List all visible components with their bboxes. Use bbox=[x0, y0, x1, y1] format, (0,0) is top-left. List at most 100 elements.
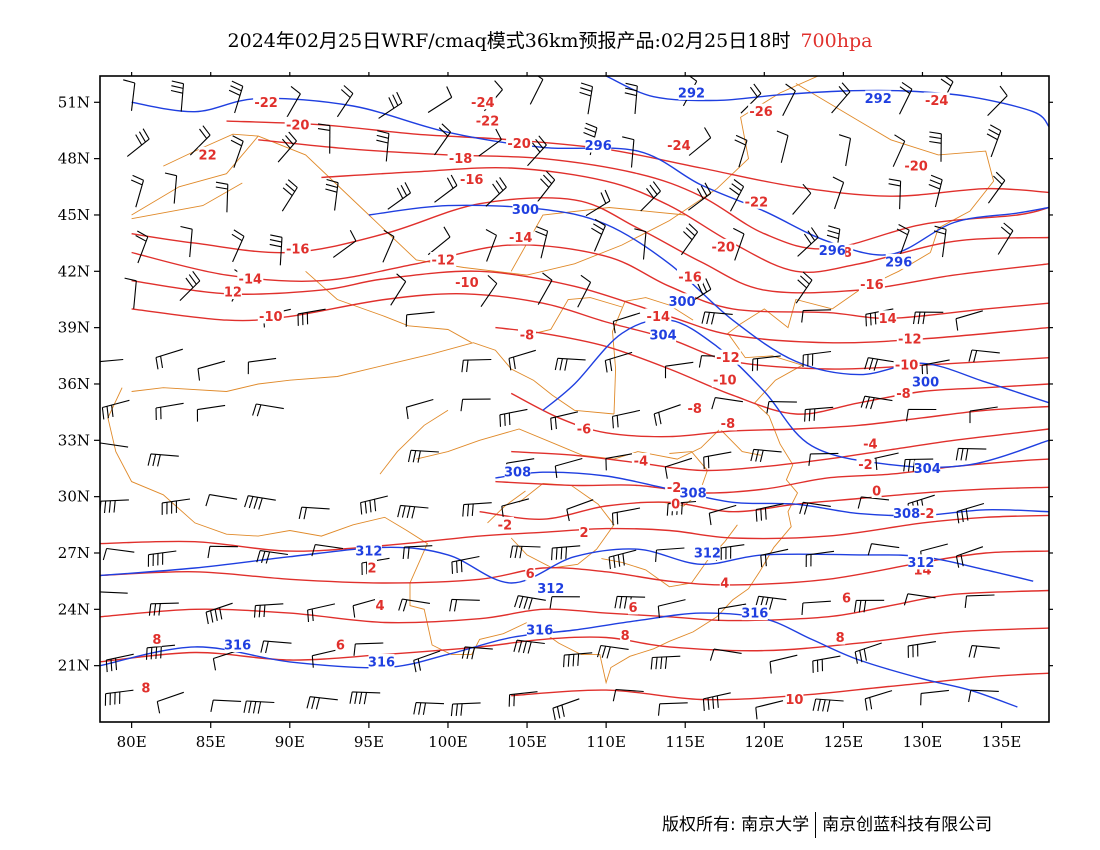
wind-barb bbox=[378, 91, 403, 119]
wind-barb bbox=[551, 545, 581, 561]
boundary-line bbox=[107, 387, 582, 655]
temperature-contour bbox=[511, 672, 1049, 701]
wind-barb bbox=[867, 543, 900, 556]
wind-barb bbox=[955, 447, 987, 461]
wind-barb bbox=[253, 603, 284, 618]
wind-barb bbox=[708, 504, 737, 526]
contour-label-bg bbox=[284, 116, 311, 132]
height-contour-label: 312 bbox=[907, 556, 934, 571]
wind-barb bbox=[123, 79, 136, 111]
wind-barb bbox=[155, 402, 184, 421]
wind-barb bbox=[624, 82, 638, 114]
temperature-contour-label: 6 bbox=[842, 592, 851, 607]
contour-label-bg bbox=[140, 680, 151, 696]
wind-barb bbox=[766, 401, 797, 414]
wind-barb bbox=[461, 646, 493, 660]
wind-barb bbox=[657, 599, 686, 619]
boundary-line bbox=[305, 270, 472, 344]
temperature-contour-label: 8 bbox=[836, 631, 845, 646]
wind-barb bbox=[170, 80, 185, 112]
y-tick-label: 39N bbox=[58, 319, 90, 337]
contour-label-bg bbox=[819, 242, 846, 258]
contour-label-bg bbox=[620, 627, 631, 643]
x-tick-label: 125E bbox=[824, 733, 864, 751]
wind-barb bbox=[622, 136, 635, 168]
temperature-contour-label: 6 bbox=[628, 601, 637, 616]
wind-barb bbox=[792, 183, 812, 215]
temperature-contour bbox=[321, 166, 1049, 274]
temperature-contour-label: -10 bbox=[455, 276, 479, 291]
wind-barb bbox=[336, 85, 354, 118]
wind-barb bbox=[306, 696, 338, 710]
temperature-contour-label: -24 bbox=[667, 139, 691, 154]
contour-label-bg bbox=[447, 150, 474, 166]
temperature-contour bbox=[495, 458, 1049, 494]
contour-label-bg bbox=[861, 436, 880, 452]
wind-barb bbox=[210, 699, 242, 713]
wind-barb bbox=[451, 555, 480, 574]
wind-barb bbox=[688, 127, 712, 156]
wind-barb bbox=[857, 496, 890, 509]
wind-barb bbox=[535, 226, 549, 259]
contour-label-bg bbox=[526, 622, 553, 637]
wind-barb bbox=[717, 603, 747, 621]
wind-barb bbox=[405, 398, 434, 420]
temperature-contour-label: -16 bbox=[286, 242, 310, 257]
temperature-contour-label: 8 bbox=[621, 629, 630, 644]
wind-barb bbox=[485, 177, 507, 207]
y-tick-label: 51N bbox=[58, 93, 90, 111]
contour-label-bg bbox=[335, 637, 346, 652]
contour-label-bg bbox=[669, 293, 696, 309]
wind-barb bbox=[577, 274, 592, 308]
wind-barb bbox=[799, 501, 831, 515]
contour-label-bg bbox=[650, 327, 677, 343]
contour-label-bg bbox=[694, 545, 721, 560]
contour-label-bg bbox=[907, 554, 934, 570]
footer-separator bbox=[815, 812, 817, 838]
wind-barb bbox=[124, 277, 137, 309]
x-tick-label: 110E bbox=[586, 733, 626, 751]
wind-barb bbox=[130, 174, 145, 208]
y-tick-label: 30N bbox=[58, 488, 90, 506]
wind-barb bbox=[243, 700, 275, 714]
temperature-contour-label: -10 bbox=[895, 359, 919, 374]
contour-label-bg bbox=[918, 505, 937, 521]
x-tick-label: 85E bbox=[196, 733, 226, 751]
wind-barb bbox=[634, 228, 647, 260]
boundary-line bbox=[795, 83, 995, 253]
wind-barb bbox=[252, 403, 284, 417]
wind-barb bbox=[608, 549, 637, 570]
wind-barb bbox=[611, 507, 641, 526]
wind-barb bbox=[563, 652, 593, 668]
height-contour bbox=[100, 546, 1034, 584]
y-tick-label: 42N bbox=[58, 262, 90, 280]
contour-label-bg bbox=[585, 137, 612, 153]
wind-barb bbox=[888, 178, 902, 210]
contour-label-bg bbox=[914, 460, 941, 476]
wind-barb bbox=[307, 603, 336, 623]
wind-barb bbox=[499, 408, 528, 427]
y-tick-label: 33N bbox=[58, 431, 90, 449]
wind-barb bbox=[751, 355, 781, 372]
wind-barb bbox=[105, 653, 134, 673]
copyright-footer: 版权所有: 南京大学 南京创蓝科技有限公司 bbox=[662, 810, 992, 838]
temperature-contour bbox=[226, 120, 1049, 197]
wind-barb bbox=[100, 442, 129, 448]
wind-barb bbox=[450, 702, 481, 717]
boundary-line bbox=[580, 298, 833, 685]
wind-barb bbox=[933, 225, 947, 258]
contour-label-bg bbox=[670, 496, 681, 512]
contour-label-bg bbox=[579, 524, 589, 540]
wind-barb bbox=[920, 689, 949, 706]
contour-label-bg bbox=[711, 372, 738, 388]
contour-label-bg bbox=[748, 103, 775, 119]
contour-label-bg bbox=[368, 653, 395, 669]
wind-barb bbox=[838, 134, 852, 167]
wind-barb bbox=[566, 499, 594, 522]
wind-barb bbox=[579, 82, 594, 115]
boundary-line bbox=[510, 483, 615, 569]
temperature-contour-label: -4 bbox=[634, 455, 648, 470]
wind-barb bbox=[244, 495, 276, 510]
wind-barb bbox=[968, 349, 1000, 363]
contour-label-bg bbox=[719, 575, 730, 590]
